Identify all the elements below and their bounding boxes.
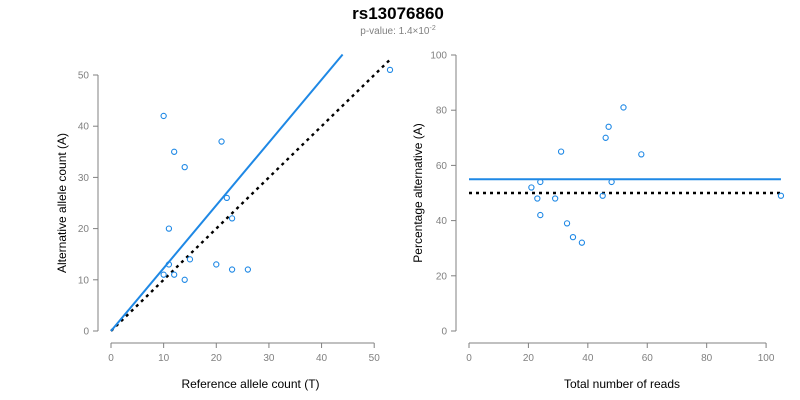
y-tick-label: 30 bbox=[78, 173, 90, 184]
panel-allele-counts: 0 10 20 30 40 50 0 10 20 30 40 50 Reference allele c… bbox=[55, 53, 394, 391]
x-tick-label: 10 bbox=[158, 353, 170, 364]
data-point bbox=[569, 234, 577, 241]
data-point bbox=[599, 192, 606, 199]
x-tick-label: 50 bbox=[369, 353, 381, 364]
chart-title: rs13076860 bbox=[352, 4, 444, 23]
data-point bbox=[228, 215, 236, 222]
data-point bbox=[160, 271, 167, 278]
data-point bbox=[528, 184, 535, 191]
y-tick-label: 10 bbox=[78, 275, 90, 286]
data-point bbox=[638, 151, 645, 158]
y-tick-label: 100 bbox=[430, 51, 447, 62]
panel-percentage-alternative: 0 20 40 60 80 100 0 20 40 60 80 100 Total number of … bbox=[411, 51, 785, 391]
data-point bbox=[563, 220, 571, 227]
y-tick-label: 20 bbox=[436, 271, 448, 282]
data-point bbox=[213, 261, 220, 268]
data-point bbox=[223, 194, 230, 202]
data-point bbox=[620, 104, 627, 111]
x-tick-label: 40 bbox=[582, 353, 594, 364]
data-point bbox=[165, 225, 173, 232]
data-point bbox=[557, 148, 565, 155]
data-point bbox=[181, 164, 188, 171]
y-tick-label: 0 bbox=[441, 327, 447, 338]
x-tick-label: 0 bbox=[108, 353, 114, 364]
x-tick-label: 30 bbox=[263, 353, 275, 364]
fit-line bbox=[110, 53, 344, 332]
chart-subtitle: p-value: 1.4×10-2 bbox=[360, 25, 436, 37]
y-axis-label: Percentage alternative (A) bbox=[411, 123, 425, 262]
y-tick-label: 40 bbox=[78, 122, 90, 133]
y-tick-label: 20 bbox=[78, 224, 90, 235]
data-point bbox=[534, 195, 541, 202]
data-point bbox=[171, 271, 178, 278]
data-point bbox=[181, 276, 188, 283]
data-point bbox=[605, 123, 612, 130]
data-point bbox=[228, 266, 236, 273]
reference-line bbox=[110, 58, 391, 332]
data-point bbox=[537, 211, 544, 219]
data-point bbox=[552, 195, 559, 202]
data-point bbox=[218, 138, 225, 145]
data-point bbox=[160, 112, 167, 120]
subtitle-prefix: p-value: 1.4×10 bbox=[360, 26, 430, 37]
y-tick-label: 40 bbox=[436, 216, 448, 227]
x-tick-label: 60 bbox=[642, 353, 654, 364]
data-point bbox=[602, 134, 609, 141]
data-point bbox=[165, 261, 173, 268]
x-tick-label: 100 bbox=[758, 353, 775, 364]
data-point bbox=[537, 178, 544, 186]
x-axis-label: Total number of reads bbox=[564, 377, 680, 391]
y-tick-label: 60 bbox=[436, 161, 448, 172]
y-axis-label: Alternative allele count (A) bbox=[55, 133, 69, 273]
data-point bbox=[244, 266, 252, 273]
subtitle-exponent: -2 bbox=[429, 25, 435, 32]
x-tick-label: 20 bbox=[211, 353, 223, 364]
data-point bbox=[777, 192, 785, 199]
data-point bbox=[578, 239, 586, 246]
x-tick-label: 20 bbox=[523, 353, 535, 364]
x-tick-label: 40 bbox=[316, 353, 328, 364]
y-tick-label: 50 bbox=[78, 71, 90, 82]
data-point bbox=[186, 256, 194, 263]
data-point bbox=[386, 66, 394, 74]
x-tick-label: 80 bbox=[701, 353, 713, 364]
x-tick-label: 0 bbox=[466, 353, 472, 364]
data-point bbox=[608, 178, 615, 186]
y-tick-label: 80 bbox=[436, 106, 448, 117]
y-tick-label: 0 bbox=[83, 327, 89, 338]
data-point bbox=[171, 148, 178, 155]
x-axis-label: Reference allele count (T) bbox=[181, 377, 319, 391]
